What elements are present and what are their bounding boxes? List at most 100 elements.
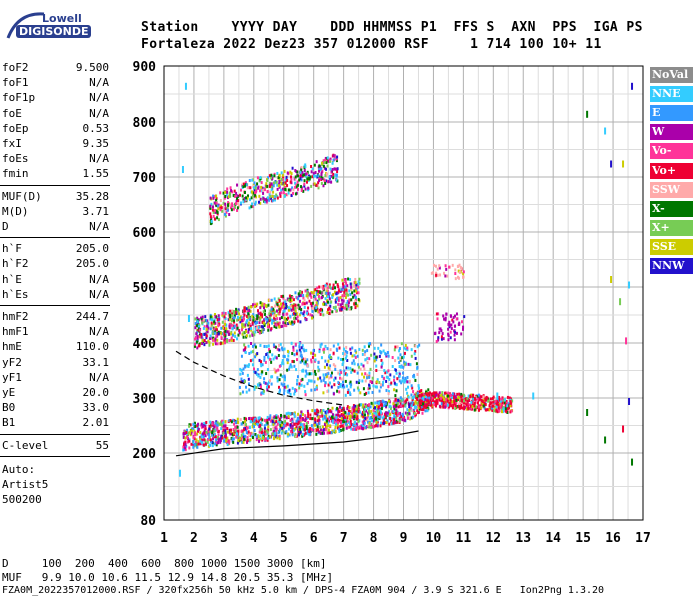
echo-dot-2nd-hop [323, 302, 326, 306]
echo-dot-f-trace [327, 407, 330, 411]
y-tick-label: 80 [140, 514, 156, 529]
echo-dot-2nd-hop [229, 309, 232, 313]
param-separator [0, 305, 110, 306]
echo-dot-spread-f [248, 388, 251, 392]
echo-dot-f-trace [306, 420, 309, 424]
echo-dot-2nd-hop [296, 315, 299, 319]
echo-dot-3rd-hop [307, 188, 310, 192]
echo-dot-2nd-hop [221, 320, 224, 324]
echo-dot-spread-f [290, 365, 293, 369]
echo-dot-3rd-hop [226, 190, 229, 194]
echo-dot-f-trace [455, 401, 458, 405]
echo-dot-2nd-hop [270, 327, 273, 331]
echo-dot-spread-f [342, 347, 345, 351]
echo-dot-2nd-hop [317, 292, 320, 296]
echo-dot-f-trace [315, 423, 318, 427]
echo-dot-2nd-hop [337, 289, 340, 293]
echo-dot-spread-f [337, 356, 340, 360]
echo-dot-f-trace [232, 428, 235, 432]
echo-dot-2nd-hop [355, 289, 358, 293]
echo-dot-f-trace [414, 405, 417, 409]
echo-dot-spread-f [281, 375, 284, 379]
param-row: hmE 110.0 [2, 340, 109, 354]
echo-dot-spread-f [369, 342, 372, 346]
param-value: 205.0 [75, 242, 109, 256]
echo-dot-2nd-hop [280, 316, 283, 320]
echo-dot-f-trace [360, 403, 363, 407]
echo-dot-f-trace [340, 417, 343, 421]
echo-dot-2nd-hop [353, 284, 356, 288]
echo-dot-f-trace [392, 421, 395, 425]
echo-dot-cluster [462, 325, 465, 329]
echo-dot-spread-f [416, 391, 419, 395]
param-separator [0, 184, 110, 186]
echo-dot-cluster [458, 321, 461, 325]
param-row: yF2 33.1 [2, 356, 109, 370]
echo-dot-3rd-hop [300, 168, 303, 172]
echo-dot-f-trace [421, 407, 424, 411]
echo-dot-f-trace [330, 431, 333, 435]
echo-dot-spread-f [385, 388, 388, 392]
echo-dot-2nd-hop [266, 325, 269, 329]
echo-dot-spread-f [322, 350, 325, 354]
echo-dot-f-trace [450, 396, 453, 400]
echo-dot-3rd-hop [310, 170, 313, 174]
echo-dot-f-trace [349, 410, 352, 414]
echo-dot-f-trace [427, 398, 430, 402]
echo-dot-f-trace [342, 406, 345, 410]
echo-dot-spread-f [394, 359, 397, 363]
echo-dot-f-trace [182, 435, 185, 439]
echo-dot-cluster [453, 314, 456, 318]
echo-dot-2nd-hop [272, 314, 275, 318]
echo-dot-spread-f [254, 355, 257, 359]
echo-dot-2nd-hop [228, 322, 231, 326]
y-tick-label: 700 [133, 171, 157, 186]
echo-dot-f-trace [319, 431, 322, 435]
echo-dot-2nd-hop [311, 307, 314, 311]
echo-dot-3rd-hop [230, 208, 233, 212]
echo-dot-f-trace [462, 401, 465, 405]
echo-dot-3rd-hop [260, 185, 263, 189]
echo-dot-f-trace [281, 421, 284, 425]
echo-dot-spread-f [268, 379, 271, 383]
echo-dot-3rd-hop [251, 194, 254, 198]
echo-dot-cluster [462, 272, 465, 276]
echo-dot-2nd-hop [287, 316, 290, 320]
echo-dot-f-trace [499, 405, 502, 409]
echo-dot-spread-f [340, 371, 343, 375]
echo-dot-f-trace [291, 431, 294, 435]
echo-dot-spread-f [396, 345, 399, 349]
echo-dot-3rd-hop [306, 170, 309, 174]
echo-dot-f-trace [501, 410, 504, 414]
echo-dot-isolated [178, 469, 181, 477]
echo-dot-3rd-hop [332, 154, 335, 158]
echo-dot-f-trace [287, 411, 290, 415]
echo-dot-3rd-hop [237, 199, 240, 203]
echo-dot-f-trace [410, 416, 413, 420]
echo-dot-spread-f [328, 367, 331, 371]
echo-dot-2nd-hop [297, 292, 300, 296]
echo-dot-2nd-hop [219, 342, 222, 346]
echo-dot-2nd-hop [317, 290, 320, 294]
echo-dot-cluster [447, 327, 450, 331]
echo-dot-2nd-hop [316, 290, 319, 294]
echo-dot-f-trace [509, 404, 512, 408]
echo-dot-f-trace [377, 415, 380, 419]
echo-dot-spread-f [286, 358, 289, 362]
echo-dot-2nd-hop [303, 302, 306, 306]
echo-dot-spread-f [357, 381, 360, 385]
echo-dot-3rd-hop [271, 176, 274, 180]
echo-dot-f-trace [374, 401, 377, 405]
echo-dot-cluster [455, 312, 458, 316]
echo-dot-2nd-hop [209, 317, 212, 321]
echo-dot-2nd-hop [314, 297, 317, 301]
echo-dot-f-trace [505, 410, 508, 414]
echo-dot-2nd-hop [334, 298, 337, 302]
echo-dot-f-trace [361, 412, 364, 416]
echo-dot-f-trace [473, 408, 476, 412]
echo-dot-f-trace [318, 421, 321, 425]
param-name: h`F2 [2, 257, 29, 271]
echo-dot-2nd-hop [314, 295, 317, 299]
echo-dot-3rd-hop [300, 185, 303, 189]
echo-dot-2nd-hop [242, 317, 245, 321]
